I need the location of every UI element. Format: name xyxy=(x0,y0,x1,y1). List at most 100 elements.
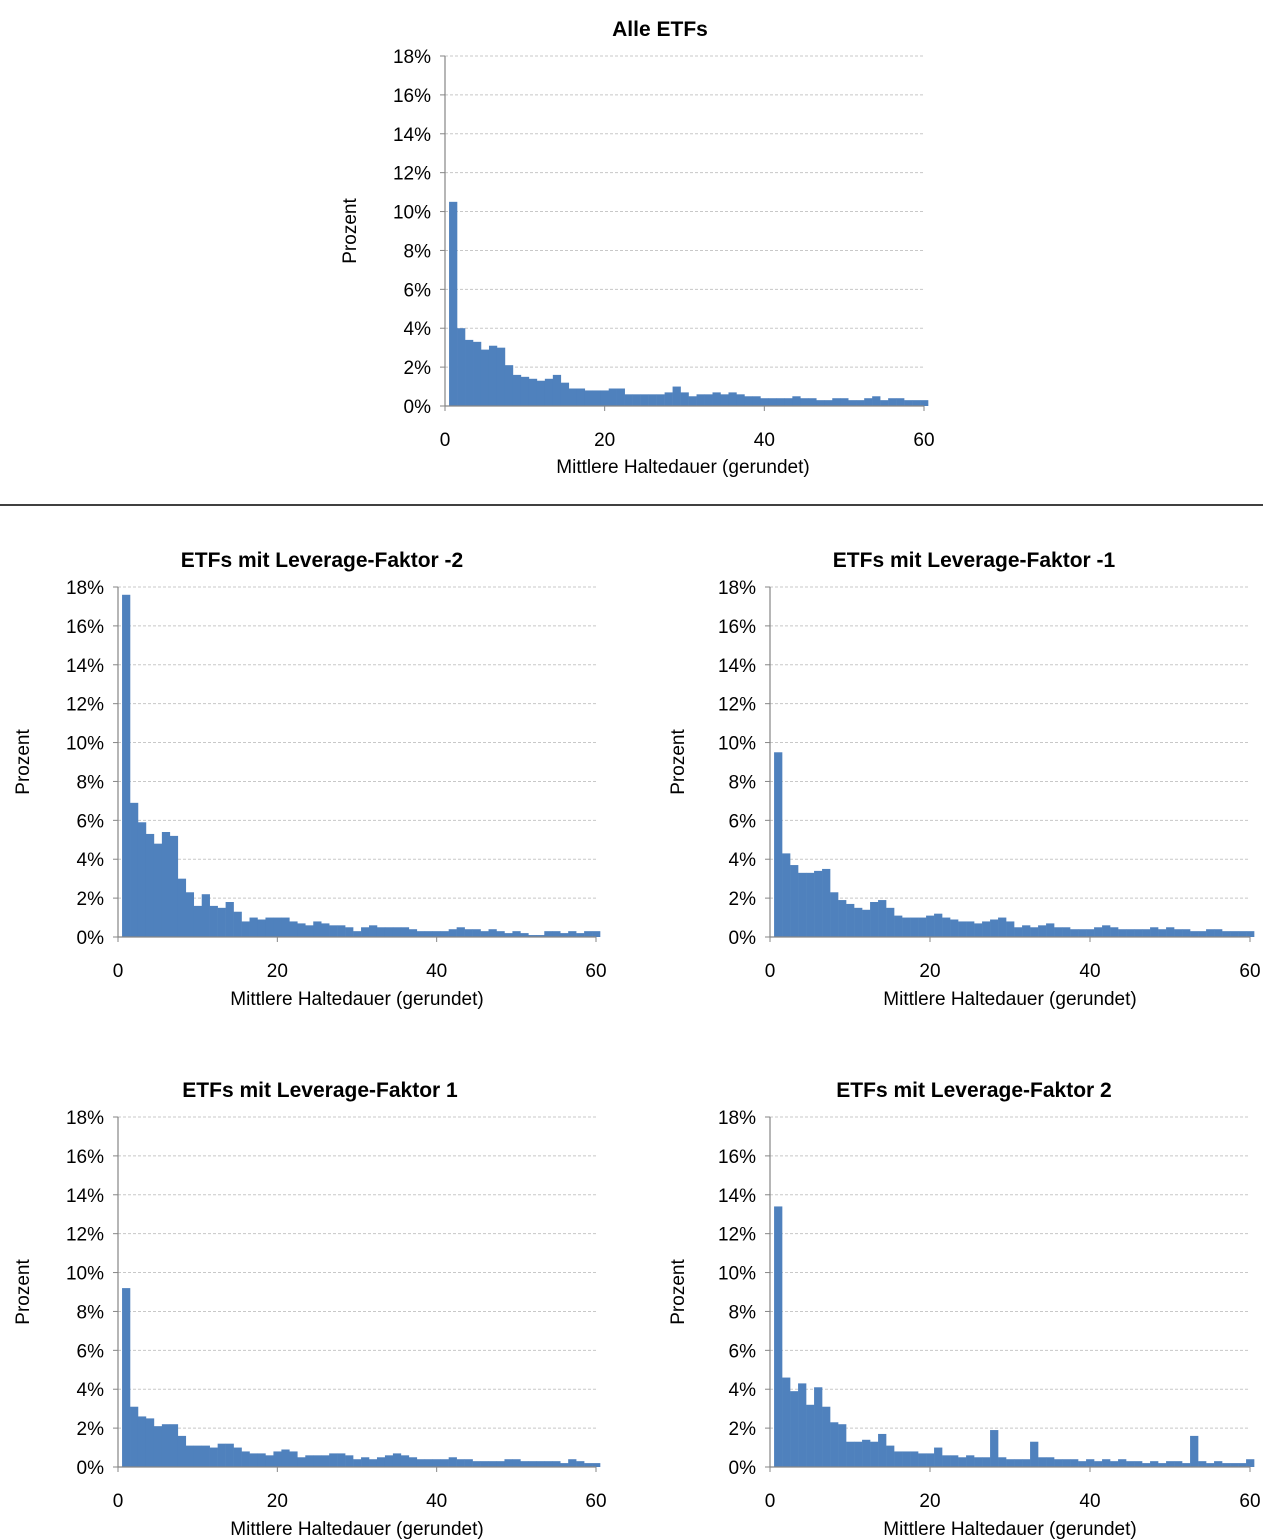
histogram-bar xyxy=(886,907,895,937)
histogram-bar xyxy=(440,1459,449,1467)
histogram-bar xyxy=(1238,1463,1247,1467)
chart-5: 0% 2% 4% 6% 8% 10% 12% 14% 16% 18% 0 20 40 60 ETFs mit… xyxy=(668,1079,1261,1540)
histogram-bar xyxy=(345,1455,354,1467)
histogram-bar xyxy=(1214,1461,1223,1467)
histogram-bar xyxy=(122,594,131,937)
histogram-bar xyxy=(1054,1459,1063,1467)
histogram-bar xyxy=(193,905,202,937)
histogram-bar xyxy=(392,1453,402,1467)
histogram-bar xyxy=(456,1459,465,1467)
histogram-bar xyxy=(504,933,513,937)
histogram-bar xyxy=(798,1383,807,1467)
histogram-bar xyxy=(480,1461,489,1467)
histogram-bar xyxy=(1142,1463,1151,1467)
histogram-bar xyxy=(776,398,785,406)
histogram-bar xyxy=(656,394,665,406)
histogram-bar xyxy=(846,1441,855,1467)
histogram-bar xyxy=(576,933,585,937)
x-axis-label: Mittlere Haltedauer (gerundet) xyxy=(230,1519,483,1540)
x-tick-label: 0 xyxy=(440,430,451,451)
histogram-bar xyxy=(137,1416,147,1467)
histogram-bar xyxy=(321,1455,330,1467)
histogram-bar xyxy=(870,902,879,937)
histogram-bar xyxy=(816,400,825,406)
histogram-bar xyxy=(982,1457,991,1467)
y-tick-label: 14% xyxy=(393,125,431,146)
y-tick-label: 2% xyxy=(77,889,105,910)
histogram-bar xyxy=(872,396,881,406)
histogram-bar xyxy=(337,925,346,937)
histogram-bar xyxy=(297,923,306,937)
x-tick-label: 20 xyxy=(267,961,288,982)
histogram-bar xyxy=(878,900,887,937)
histogram-bar xyxy=(472,929,481,937)
histogram-bar xyxy=(528,935,537,937)
histogram-bar xyxy=(416,931,426,937)
histogram-bar xyxy=(902,1451,911,1467)
histogram-bar xyxy=(169,835,179,937)
histogram-bar xyxy=(990,1430,999,1467)
y-tick-label: 12% xyxy=(393,164,431,185)
x-tick-label: 20 xyxy=(594,430,615,451)
histogram-bar xyxy=(464,929,473,937)
y-tick-label: 6% xyxy=(729,811,757,832)
histogram-bar xyxy=(1006,921,1015,937)
histogram-bar xyxy=(464,1459,473,1467)
y-tick-label: 2% xyxy=(404,358,432,379)
histogram-bar xyxy=(752,396,761,406)
x-tick-label: 60 xyxy=(913,430,934,451)
histogram-bar xyxy=(862,1439,871,1467)
histogram-bar xyxy=(473,341,482,406)
histogram-bar xyxy=(950,919,959,937)
histogram-bar xyxy=(130,1406,139,1467)
histogram-bar xyxy=(1150,927,1159,937)
x-tick-label: 0 xyxy=(113,1491,124,1512)
histogram-bar xyxy=(1222,1463,1231,1467)
histogram-bar xyxy=(1190,931,1199,937)
y-tick-label: 16% xyxy=(66,1147,104,1168)
y-tick-label: 12% xyxy=(66,695,104,716)
histogram-bar xyxy=(185,1445,195,1467)
x-tick-label: 20 xyxy=(267,1491,288,1512)
histogram-bar xyxy=(1198,931,1207,937)
histogram-bar xyxy=(1246,931,1255,937)
histogram-bar xyxy=(910,917,919,937)
histogram-bar xyxy=(1190,1435,1199,1467)
histogram-bar xyxy=(856,400,865,406)
histogram-bar xyxy=(592,1463,601,1467)
y-tick-label: 4% xyxy=(77,1380,105,1401)
x-tick-label: 60 xyxy=(585,1491,606,1512)
y-tick-label: 6% xyxy=(729,1341,757,1362)
histogram-bar xyxy=(520,376,530,406)
histogram-bar xyxy=(185,892,195,937)
histogram-bar xyxy=(864,398,873,406)
histogram-bar xyxy=(400,927,410,937)
x-tick-label: 0 xyxy=(765,1491,776,1512)
histogram-bar xyxy=(488,1461,497,1467)
histogram-bar xyxy=(926,915,935,937)
histogram-bar xyxy=(958,921,967,937)
histogram-bar xyxy=(1014,1459,1023,1467)
histogram-bar xyxy=(774,752,783,937)
histogram-bar xyxy=(854,1441,863,1467)
histogram-bar xyxy=(830,1422,839,1467)
histogram-bar xyxy=(824,400,833,406)
histogram-bar xyxy=(798,872,807,937)
histogram-bar xyxy=(520,933,529,937)
histogram-bar xyxy=(544,1461,553,1467)
histogram-bar xyxy=(1166,1461,1175,1467)
histogram-bar xyxy=(1214,929,1223,937)
y-tick-label: 8% xyxy=(404,241,432,262)
histogram-bar xyxy=(217,907,226,937)
chart-3: 0% 2% 4% 6% 8% 10% 12% 14% 16% 18% 0 20 40 60 ETFs mit… xyxy=(668,549,1261,1010)
histogram-bar xyxy=(878,1433,887,1467)
y-tick-label: 14% xyxy=(66,656,104,677)
histogram-bar xyxy=(958,1457,967,1467)
histogram-bar xyxy=(912,400,921,406)
histogram-bar xyxy=(790,1391,799,1467)
histogram-bar xyxy=(233,911,242,937)
histogram-bar xyxy=(337,1453,346,1467)
histogram-bar xyxy=(241,921,250,937)
histogram-bar xyxy=(790,865,799,937)
histogram-bar xyxy=(966,1455,975,1467)
